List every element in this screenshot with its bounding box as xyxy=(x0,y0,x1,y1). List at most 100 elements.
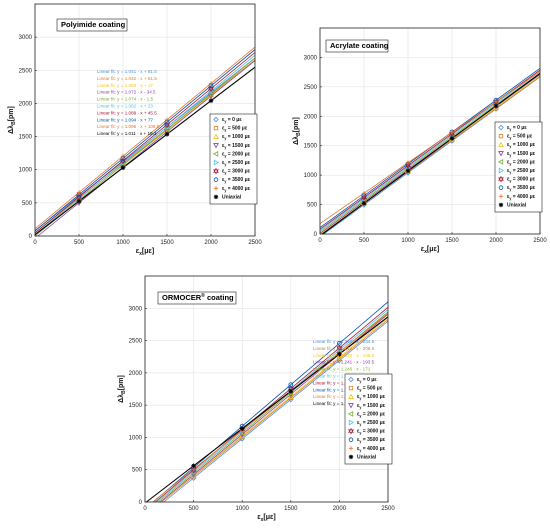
legend-marker xyxy=(498,141,504,147)
legend-marker xyxy=(348,454,354,460)
fit-equation: Linear fit: y = 1.074 · x - 1.5 xyxy=(97,97,153,102)
y-axis-label: ΔλB[pm] xyxy=(7,106,17,134)
x-tick-label: 1000 xyxy=(236,506,250,512)
y-axis-label-group: ΔλB[pm] xyxy=(292,117,302,145)
chart-panel-3: 0 500 1000 1500 2000 2500 0 500 1000 1500 2000 2500… xyxy=(117,275,395,523)
fit-equation: Linear fit: y = 1.154 · x - 16.4 xyxy=(313,401,372,406)
data-point xyxy=(405,168,411,174)
fit-line-6 xyxy=(319,71,541,231)
fit-equation: Linear fit: y = 1.214 · x - 208.5 xyxy=(313,346,375,351)
data-point xyxy=(119,157,127,165)
legend-label: εy = 2500 με xyxy=(507,168,536,175)
y-tick-label: 3000 xyxy=(129,306,143,312)
x-tick-label: 1000 xyxy=(116,240,130,246)
legend-label: εy = 0 με xyxy=(507,125,527,132)
data-point xyxy=(208,98,214,103)
legend-marker xyxy=(348,393,354,399)
fit-line-7 xyxy=(34,52,256,234)
data-point xyxy=(239,432,246,439)
x-tick-label: 1500 xyxy=(445,238,459,244)
legend-marker xyxy=(212,151,219,157)
fit-line-10 xyxy=(322,73,541,235)
fit-equation: Linear fit: y = 1.094 · x + 77 xyxy=(97,117,153,122)
data-point xyxy=(163,121,171,129)
legend-label: Uniaxial xyxy=(357,454,377,460)
y-tick-label: 3000 xyxy=(19,35,33,41)
legend-label: εy = 500 με xyxy=(357,386,383,393)
fit-equation: Linear fit: y = 1.214 · x - 234.5 xyxy=(313,339,375,344)
x-tick-label: 500 xyxy=(189,506,200,512)
data-point xyxy=(337,340,342,346)
y-tick-label: 0 xyxy=(29,234,33,240)
x-axis-label: εx[με] xyxy=(421,246,439,255)
legend-label: εy = 2500 με xyxy=(222,160,251,167)
data-point xyxy=(120,153,126,159)
fit-equation: Linear fit: y = 1.252 · x - 151 xyxy=(313,374,371,379)
x-axis-label: εx[με] xyxy=(136,248,154,257)
legend-label: εy = 3500 με xyxy=(507,185,536,192)
data-point xyxy=(336,354,343,360)
fit-equation: Linear fit: y = 1.259 · x - 132.5 xyxy=(313,380,375,385)
y-axis-label-group: ΔλB[pm] xyxy=(7,106,17,134)
legend-label: εy = 1500 με xyxy=(222,143,251,150)
legend-marker xyxy=(348,427,354,435)
legend-marker xyxy=(213,159,220,166)
y-tick-label: 2500 xyxy=(129,339,143,345)
data-point xyxy=(208,81,214,86)
fit-equation: Linear fit: y = 1.053 · x + 17 xyxy=(97,83,153,88)
chart-title-box: Acrylate coating xyxy=(325,39,389,53)
fit-equation: Linear fit: y = 1.246 · x - 171 xyxy=(313,367,371,372)
legend-label: εy = 2000 με xyxy=(357,411,386,418)
x-tick-label: 2500 xyxy=(533,238,547,244)
data-point xyxy=(76,190,82,195)
legend-label: Uniaxial xyxy=(222,194,242,200)
data-point xyxy=(449,129,455,135)
legend-label: εy = 0 με xyxy=(357,377,377,384)
x-tick-label: 0 xyxy=(33,240,37,246)
legend-label: εy = 500 με xyxy=(507,134,533,141)
legend-marker xyxy=(213,194,219,200)
legend-marker xyxy=(498,124,504,131)
y-tick-label: 1500 xyxy=(304,144,318,150)
fit-line-10 xyxy=(146,316,389,503)
y-tick-label: 2500 xyxy=(304,85,318,91)
fit-equation: Linear fit: y = 1.089 · x + 45.5 xyxy=(97,110,157,115)
legend-marker xyxy=(348,385,354,391)
legend-marker xyxy=(498,175,504,183)
y-axis-label-group: ΔλB[pm] xyxy=(117,375,127,403)
legend-marker xyxy=(498,185,504,190)
data-point xyxy=(190,466,197,474)
data-point xyxy=(449,136,455,141)
chart-title-box: Polyimide coating xyxy=(56,18,128,32)
x-tick-label: 2500 xyxy=(381,506,395,512)
chart-title: Acrylate coating xyxy=(330,41,389,50)
legend-marker xyxy=(498,194,504,199)
data-point xyxy=(164,131,170,137)
data-point xyxy=(493,103,499,109)
fit-line-6 xyxy=(34,54,256,235)
x-axis-label: εx[με] xyxy=(257,514,275,523)
y-tick-label: 0 xyxy=(314,232,318,238)
legend-label: εy = 1000 με xyxy=(222,134,251,141)
chart-title: ORMOCER® coating xyxy=(162,292,234,302)
fit-line-4 xyxy=(37,60,256,237)
y-tick-label: 1000 xyxy=(129,435,143,441)
data-point xyxy=(288,388,294,394)
x-tick-label: 1500 xyxy=(160,240,174,246)
legend-marker xyxy=(498,151,504,157)
title-frame xyxy=(325,39,389,53)
x-tick-label: 0 xyxy=(143,506,147,512)
fit-line-5 xyxy=(319,72,541,233)
y-tick-label: 500 xyxy=(22,201,33,207)
fit-line-2 xyxy=(34,59,256,233)
legend-label: εy = 4000 με xyxy=(507,194,536,201)
legend-marker xyxy=(213,177,219,182)
y-tick-label: 500 xyxy=(307,203,318,209)
legend-label: εy = 4000 με xyxy=(357,446,386,453)
fit-equation: Linear fit: y = 1.082 · x + 23 xyxy=(97,104,153,109)
y-tick-label: 1000 xyxy=(304,173,318,179)
legend-label: εy = 2000 με xyxy=(222,151,251,158)
